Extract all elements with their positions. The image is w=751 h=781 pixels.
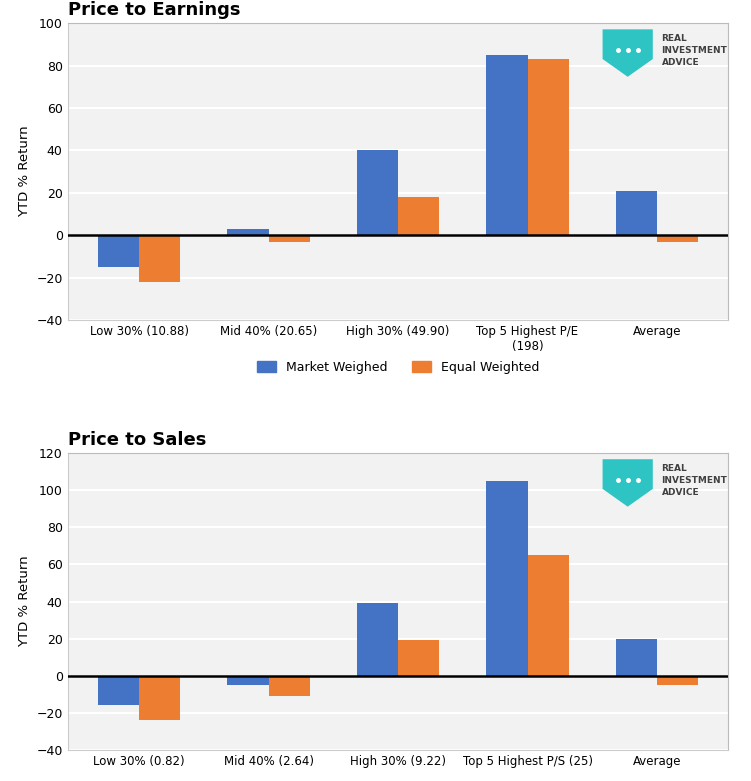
Bar <box>98 235 139 267</box>
Bar <box>139 676 180 720</box>
Bar <box>398 197 439 235</box>
Bar <box>616 639 657 676</box>
Text: Price to Earnings: Price to Earnings <box>68 1 240 19</box>
Bar <box>616 191 657 235</box>
Bar <box>227 676 269 685</box>
Bar <box>98 676 139 705</box>
Bar <box>486 481 527 676</box>
Bar <box>398 640 439 676</box>
Bar <box>486 55 527 235</box>
Bar <box>227 229 269 235</box>
Bar <box>357 151 398 235</box>
Bar <box>269 235 310 241</box>
Y-axis label: YTD % Return: YTD % Return <box>18 556 31 647</box>
Bar <box>657 676 698 685</box>
Y-axis label: YTD % Return: YTD % Return <box>18 126 31 217</box>
Bar <box>357 604 398 676</box>
Text: Price to Sales: Price to Sales <box>68 431 206 449</box>
Bar <box>139 235 180 282</box>
Bar <box>527 555 569 676</box>
Bar <box>527 59 569 235</box>
Bar <box>269 676 310 696</box>
Bar <box>657 235 698 241</box>
Legend: Market Weighed, Equal Weighted: Market Weighed, Equal Weighted <box>252 356 544 379</box>
